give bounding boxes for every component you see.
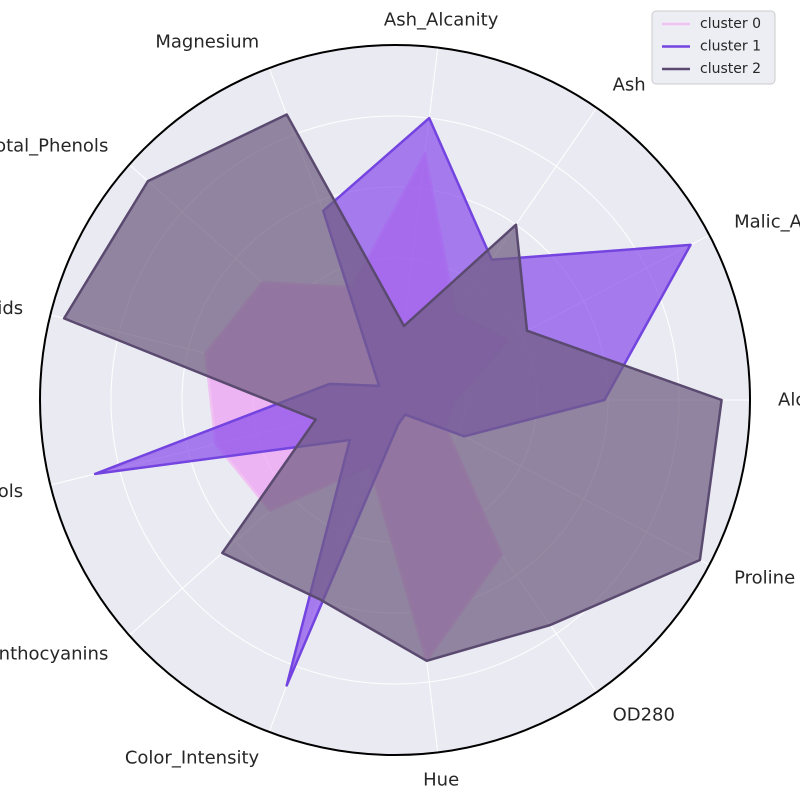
cluster-2-area xyxy=(64,114,722,661)
axis-label-text: Proline xyxy=(734,567,795,588)
axis-label-box xyxy=(378,6,504,34)
axis-label-od280: OD280 xyxy=(607,701,680,729)
axis-label-ash: Ash xyxy=(607,71,651,99)
axis-label-box xyxy=(729,564,800,592)
cluster-2-line xyxy=(62,113,723,663)
axis-label-color-intensity: Color_Intensity xyxy=(119,744,265,772)
axis-label-text: Color_Intensity xyxy=(125,748,260,769)
legend-label-cluster-1: cluster 1 xyxy=(700,39,761,55)
axis-label-box xyxy=(0,294,29,322)
axis-label-box xyxy=(0,640,114,668)
axis-label-text: OD280 xyxy=(613,705,675,726)
axis-label-text: Hue xyxy=(423,770,459,791)
legend-box xyxy=(651,10,776,85)
axis-label-text: Ash xyxy=(613,74,646,95)
axis-label-text: Flavanoids xyxy=(0,298,23,319)
axis-label-text: Ash_Alcanity xyxy=(384,9,499,30)
axis-label-text: Malic_Acid xyxy=(734,212,800,233)
axis-label-ash-alcanity: Ash_Alcanity xyxy=(378,6,504,34)
axis-label-total-phenols: Total_Phenols xyxy=(0,132,114,160)
axis-label-nonflavanoid-phenols: Nonflavanoid_Phenols xyxy=(0,478,29,506)
axis-label-box xyxy=(150,28,265,56)
axis-label-text: Alcohol xyxy=(778,390,800,411)
axis-label-box xyxy=(0,132,114,160)
axis-label-box xyxy=(0,478,29,506)
axis-label-box xyxy=(773,386,800,414)
axis-label-text: Nonflavanoid_Phenols xyxy=(0,481,23,502)
axis-labels: Alcohol Malic_Acid Ash Ash_Alcanity Magnesiu… xyxy=(0,6,800,794)
axis-label-alcohol: Alcohol xyxy=(773,386,800,414)
legend-label-cluster-2: cluster 2 xyxy=(700,61,761,77)
axis-label-malic-acid: Malic_Acid xyxy=(729,208,800,236)
axis-label-box xyxy=(729,208,800,236)
axis-label-text: Proanthocyanins xyxy=(0,643,108,664)
axis-label-box xyxy=(607,701,680,729)
axis-label-proanthocyanins: Proanthocyanins xyxy=(0,640,114,668)
axis-label-flavanoids: Flavanoids xyxy=(0,294,29,322)
axis-label-text: Magnesium xyxy=(155,31,259,52)
axis-label-text: Total_Phenols xyxy=(0,136,108,157)
axis-label-hue: Hue xyxy=(418,766,465,794)
axis-label-magnesium: Magnesium xyxy=(150,28,265,56)
axis-label-box xyxy=(607,71,651,99)
axis-label-proline: Proline xyxy=(729,564,800,592)
legend-label-cluster-0: cluster 0 xyxy=(700,16,761,32)
plot-outline xyxy=(39,44,751,756)
legend: cluster 0 cluster 1 cluster 2 xyxy=(651,10,776,85)
axis-label-box xyxy=(418,766,465,794)
axis-label-box xyxy=(119,744,265,772)
series-layer xyxy=(62,113,723,687)
